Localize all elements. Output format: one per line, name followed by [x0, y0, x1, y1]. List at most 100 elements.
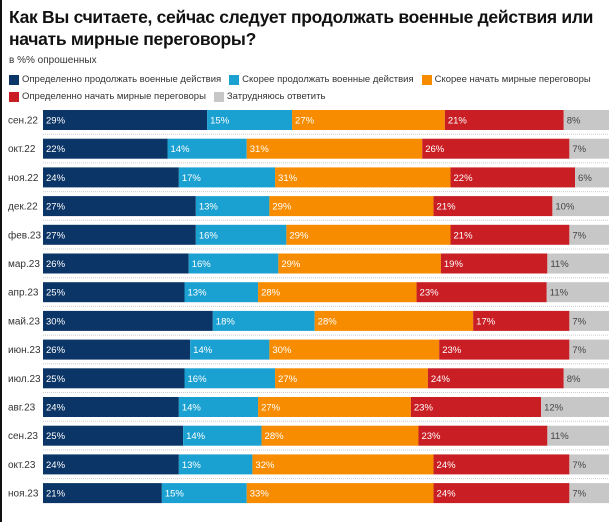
data-label: 13%	[188, 288, 208, 299]
category-label: ноя.22	[8, 173, 39, 184]
bar-segment	[43, 425, 184, 446]
data-label: 24%	[431, 374, 451, 385]
bar-segment	[43, 138, 168, 159]
chart-title: Как Вы считаете, сейчас следует продолжа…	[9, 7, 594, 49]
bar-segment	[246, 138, 423, 159]
data-label: 19%	[444, 259, 464, 270]
bar-segment	[252, 454, 434, 475]
data-label: 15%	[165, 489, 185, 500]
data-label: 27%	[295, 116, 315, 127]
data-label: 31%	[250, 144, 270, 155]
bar-segment	[43, 368, 185, 389]
bar-segment	[258, 397, 411, 417]
data-label: 11%	[550, 259, 569, 270]
bar-segment	[184, 282, 259, 303]
legend-label: Затрудняюсь ответить	[226, 91, 326, 102]
bar-segment	[546, 282, 609, 303]
data-label: 16%	[199, 230, 219, 241]
bar-segment	[190, 339, 270, 360]
category-label: сен.23	[8, 431, 38, 442]
bar-segment	[178, 454, 253, 475]
bar-segment	[473, 310, 570, 331]
bar-segment	[575, 167, 609, 188]
data-label: 33%	[250, 489, 270, 500]
bar-segment	[439, 339, 570, 360]
data-label: 31%	[278, 173, 298, 184]
legend-swatch	[229, 75, 240, 85]
data-label: 23%	[421, 431, 441, 442]
bar-segment	[195, 224, 287, 245]
bar-segment	[43, 224, 196, 245]
data-label: 22%	[454, 173, 474, 184]
bar-segment	[541, 397, 609, 417]
bar-segment	[450, 224, 570, 245]
legend-swatch	[9, 75, 19, 85]
data-label: 27%	[261, 403, 281, 414]
bar-segment	[269, 339, 440, 360]
category-label: июн.23	[8, 345, 41, 356]
data-label: 27%	[278, 374, 298, 385]
category-label: фев.23	[8, 229, 41, 241]
data-label: 7%	[572, 144, 586, 155]
bar-segment	[43, 483, 162, 504]
data-label: 26%	[46, 259, 66, 270]
chart-subtitle: в %% опрошенных	[9, 55, 97, 66]
legend-label: Определенно продолжать военные действия	[22, 74, 222, 85]
bar-segment	[261, 425, 419, 446]
bar-segment	[416, 282, 547, 303]
data-label: 22%	[46, 144, 66, 155]
legend-label: Скорее продолжать военные действия	[242, 74, 414, 85]
bar-segment	[569, 339, 609, 360]
category-label: мар.23	[8, 259, 40, 270]
data-label: 16%	[188, 374, 208, 385]
legend-swatch	[9, 92, 19, 102]
data-label: 7%	[572, 316, 586, 327]
data-label: 6%	[578, 173, 592, 184]
bar-segment	[569, 224, 609, 245]
bar-segment	[278, 253, 441, 274]
data-label: 18%	[216, 316, 236, 327]
data-label: 7%	[572, 345, 586, 356]
data-label: 17%	[182, 173, 202, 184]
category-label: апр.23	[8, 288, 39, 299]
legend-label: Определенно начать мирные переговоры	[22, 91, 206, 102]
bar-segment	[43, 310, 213, 331]
bar-segment	[212, 310, 315, 331]
bar-segment	[569, 138, 609, 159]
bar-segment	[258, 282, 417, 303]
bar-segment	[410, 397, 542, 417]
data-label: 14%	[186, 431, 206, 442]
data-label: 32%	[255, 460, 275, 471]
data-label: 27%	[46, 230, 66, 241]
bar-segment	[167, 138, 247, 159]
bar-segment	[563, 368, 609, 389]
bar-segment	[286, 224, 451, 245]
bar-segment	[563, 110, 609, 130]
data-label: 24%	[437, 489, 457, 500]
data-label: 30%	[46, 316, 66, 327]
category-label: ноя.23	[8, 489, 39, 500]
data-label: 27%	[46, 202, 66, 213]
bar-segment	[178, 167, 276, 188]
category-label: июл.23	[8, 374, 41, 385]
category-label: окт.23	[8, 460, 36, 471]
bar-segment	[450, 167, 576, 188]
data-label: 28%	[261, 288, 281, 299]
bar-segment	[433, 454, 570, 475]
data-label: 29%	[289, 230, 309, 241]
bar-segment	[569, 310, 609, 331]
bar-segment	[178, 397, 259, 417]
bar-segment	[275, 368, 428, 389]
data-label: 21%	[46, 489, 66, 500]
bar-segment	[427, 368, 564, 389]
data-label: 14%	[193, 345, 213, 356]
legend: Определенно продолжать военные действия С…	[9, 73, 609, 107]
data-label: 24%	[437, 460, 457, 471]
data-label: 8%	[567, 116, 581, 127]
data-label: 14%	[171, 144, 191, 155]
bar-segment	[43, 282, 185, 303]
bar-segment	[422, 138, 570, 159]
data-label: 21%	[448, 116, 468, 127]
legend-swatch	[421, 75, 432, 85]
